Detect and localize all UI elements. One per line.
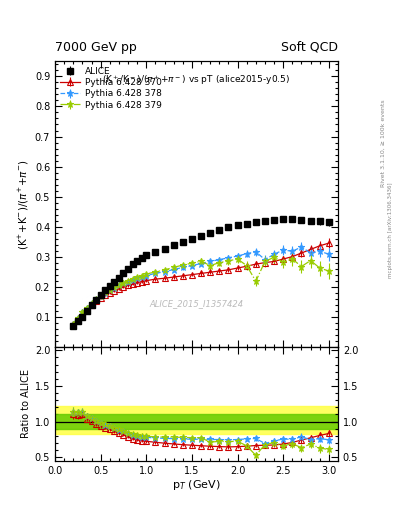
- Text: mcplots.cern.ch [arXiv:1306.3436]: mcplots.cern.ch [arXiv:1306.3436]: [388, 183, 393, 278]
- Legend: ALICE, Pythia 6.428 370, Pythia 6.428 378, Pythia 6.428 379: ALICE, Pythia 6.428 370, Pythia 6.428 37…: [59, 65, 163, 112]
- Text: Soft QCD: Soft QCD: [281, 41, 338, 54]
- Text: ALICE_2015_I1357424: ALICE_2015_I1357424: [149, 300, 244, 308]
- Text: 7000 GeV pp: 7000 GeV pp: [55, 41, 137, 54]
- Y-axis label: (K$^{+}$+K$^{-}$)/($\pi^{+}$+$\pi^{-}$): (K$^{+}$+K$^{-}$)/($\pi^{+}$+$\pi^{-}$): [17, 159, 31, 249]
- Text: (K$^+$/K$^-$)/($\pi^+$+$\pi^-$) vs pT (alice2015-y0.5): (K$^+$/K$^-$)/($\pi^+$+$\pi^-$) vs pT (a…: [103, 73, 290, 87]
- Y-axis label: Ratio to ALICE: Ratio to ALICE: [20, 369, 31, 438]
- Text: Rivet 3.1.10, ≥ 100k events: Rivet 3.1.10, ≥ 100k events: [381, 99, 386, 187]
- X-axis label: p$_T$ (GeV): p$_T$ (GeV): [172, 478, 221, 493]
